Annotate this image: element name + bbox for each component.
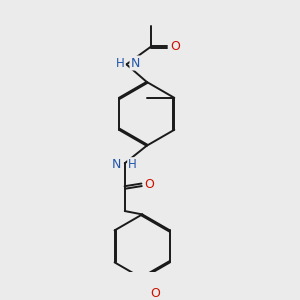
- Text: N: N: [130, 56, 140, 70]
- Text: N: N: [111, 158, 121, 171]
- Text: O: O: [144, 178, 154, 190]
- Text: H: H: [128, 158, 137, 171]
- Text: O: O: [170, 40, 180, 53]
- Text: O: O: [150, 287, 160, 300]
- Text: H: H: [116, 56, 125, 70]
